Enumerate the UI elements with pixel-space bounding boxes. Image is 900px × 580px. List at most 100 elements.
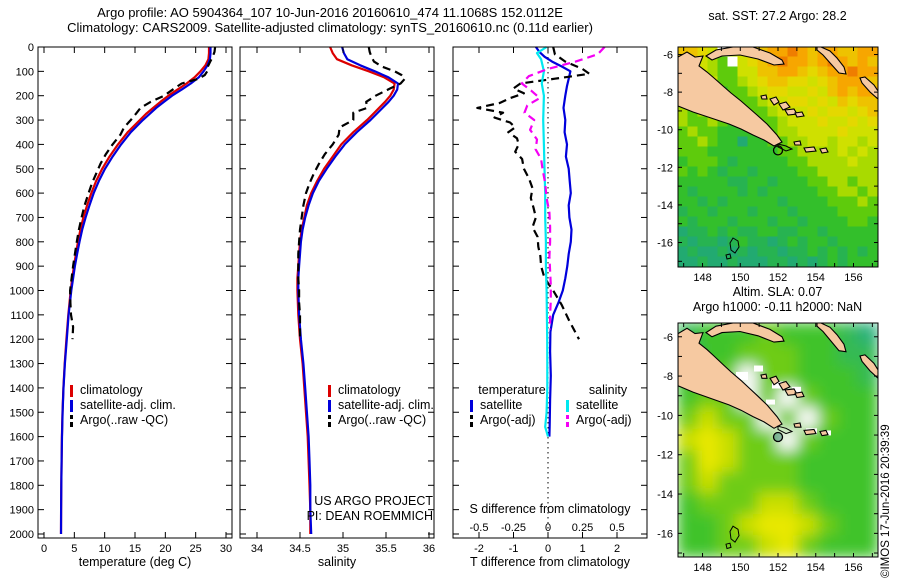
svg-text:1100: 1100 bbox=[10, 310, 34, 322]
svg-text:1: 1 bbox=[579, 543, 585, 555]
difference-legend-salinity: salinity satellite Argo(-adj) bbox=[566, 383, 658, 428]
svg-text:0: 0 bbox=[545, 522, 551, 534]
difference-legend-salinity-header: salinity bbox=[588, 383, 628, 397]
legend-label: satellite-adj. clim. bbox=[338, 398, 434, 412]
svg-text:-6: -6 bbox=[663, 50, 673, 62]
annotation-pi: PI: DEAN ROEMMICH bbox=[306, 509, 433, 523]
salinity-panel-legend: climatology satellite-adj. clim. Argo(..ra… bbox=[328, 383, 434, 428]
legend-color-tick bbox=[70, 384, 73, 397]
svg-text:2: 2 bbox=[614, 543, 620, 555]
svg-text:2000: 2000 bbox=[10, 529, 34, 541]
s-difference-axis-label: S difference from climatology bbox=[469, 502, 631, 516]
sla-map-title-line2: Argo h1000: -0.11 h2000: NaN bbox=[692, 300, 863, 314]
svg-text:1300: 1300 bbox=[10, 359, 34, 371]
svg-text:0: 0 bbox=[545, 543, 551, 555]
svg-text:152: 152 bbox=[769, 562, 787, 574]
svg-text:-14: -14 bbox=[657, 200, 673, 212]
annotation-project: US ARGO PROJECT bbox=[314, 494, 433, 508]
svg-text:1000: 1000 bbox=[10, 286, 34, 298]
svg-text:10: 10 bbox=[99, 543, 111, 555]
svg-text:0: 0 bbox=[41, 543, 47, 555]
legend-label: climatology bbox=[80, 383, 143, 397]
legend-color-tick bbox=[328, 414, 331, 427]
legend-color-tick bbox=[566, 399, 569, 412]
t-difference-axis-label: T difference from climatology bbox=[469, 555, 631, 569]
legend-color-tick bbox=[470, 414, 473, 427]
legend-label: climatology bbox=[338, 383, 401, 397]
svg-text:148: 148 bbox=[693, 272, 711, 284]
svg-text:-2: -2 bbox=[474, 543, 484, 555]
svg-text:1400: 1400 bbox=[10, 383, 34, 395]
svg-text:-1: -1 bbox=[509, 543, 519, 555]
svg-text:1800: 1800 bbox=[10, 480, 34, 492]
legend-color-tick bbox=[328, 399, 331, 412]
svg-text:900: 900 bbox=[16, 261, 34, 273]
svg-text:-14: -14 bbox=[657, 489, 673, 501]
svg-text:156: 156 bbox=[844, 272, 862, 284]
svg-text:5: 5 bbox=[71, 543, 77, 555]
svg-text:156: 156 bbox=[844, 562, 862, 574]
legend-label: satellite bbox=[576, 398, 619, 412]
svg-text:34.5: 34.5 bbox=[289, 543, 310, 555]
svg-text:-0.5: -0.5 bbox=[470, 522, 489, 534]
svg-text:150: 150 bbox=[731, 272, 749, 284]
svg-text:154: 154 bbox=[807, 562, 825, 574]
svg-text:1200: 1200 bbox=[10, 334, 34, 346]
legend-label: satellite bbox=[480, 398, 523, 412]
svg-text:200: 200 bbox=[16, 91, 34, 103]
svg-text:500: 500 bbox=[16, 164, 34, 176]
figure-title-line2: Climatology: CARS2009. Satellite-adjuste… bbox=[67, 20, 593, 35]
svg-text:-12: -12 bbox=[657, 162, 673, 174]
svg-text:1700: 1700 bbox=[10, 456, 34, 468]
svg-text:-8: -8 bbox=[663, 371, 673, 383]
svg-text:25: 25 bbox=[190, 543, 202, 555]
svg-text:20: 20 bbox=[159, 543, 171, 555]
svg-text:-16: -16 bbox=[657, 528, 673, 540]
svg-text:1500: 1500 bbox=[10, 407, 34, 419]
difference-legend-temperature-header: temperature bbox=[478, 383, 546, 397]
legend-color-tick bbox=[70, 414, 73, 427]
salinity-axis-label: salinity bbox=[317, 555, 357, 569]
figure-title-line1: Argo profile: AO 5904364_107 10-Jun-2016… bbox=[97, 5, 563, 20]
svg-text:800: 800 bbox=[16, 237, 34, 249]
legend-label: Argo(-adj) bbox=[576, 413, 632, 427]
svg-text:0.5: 0.5 bbox=[609, 522, 624, 534]
legend-label: Argo(..raw -QC) bbox=[338, 413, 427, 427]
svg-text:30: 30 bbox=[220, 543, 232, 555]
svg-text:-12: -12 bbox=[657, 450, 673, 462]
svg-text:150: 150 bbox=[731, 562, 749, 574]
temperature-panel-legend: climatology satellite-adj. clim. Argo(..ra… bbox=[70, 383, 176, 428]
svg-text:1900: 1900 bbox=[10, 505, 34, 517]
difference-legend-temperature: temperature satellite Argo(-adj) bbox=[470, 383, 562, 428]
svg-text:600: 600 bbox=[16, 188, 34, 200]
svg-text:100: 100 bbox=[16, 66, 34, 78]
svg-text:-16: -16 bbox=[657, 238, 673, 250]
svg-text:-0.25: -0.25 bbox=[501, 522, 526, 534]
legend-color-tick bbox=[566, 414, 569, 427]
legend-color-tick bbox=[328, 384, 331, 397]
legend-color-tick bbox=[470, 399, 473, 412]
sst-map-title: sat. SST: 27.2 Argo: 28.2 bbox=[708, 9, 847, 23]
svg-text:-8: -8 bbox=[663, 87, 673, 99]
imos-copyright: ©IMOS 17-Jun-2016 20:39:39 bbox=[880, 424, 892, 578]
svg-text:700: 700 bbox=[16, 212, 34, 224]
svg-text:300: 300 bbox=[16, 115, 34, 127]
svg-text:1600: 1600 bbox=[10, 432, 34, 444]
temperature-axis-label: temperature (deg C) bbox=[78, 555, 192, 569]
svg-text:-6: -6 bbox=[663, 332, 673, 344]
legend-color-tick bbox=[70, 399, 73, 412]
svg-text:148: 148 bbox=[693, 562, 711, 574]
svg-text:35: 35 bbox=[337, 543, 349, 555]
legend-label: Argo(..raw -QC) bbox=[80, 413, 169, 427]
svg-text:34: 34 bbox=[251, 543, 263, 555]
svg-text:0: 0 bbox=[28, 42, 34, 54]
svg-text:0.25: 0.25 bbox=[572, 522, 593, 534]
legend-label: Argo(-adj) bbox=[480, 413, 536, 427]
svg-text:35.5: 35.5 bbox=[375, 543, 396, 555]
svg-text:-10: -10 bbox=[657, 125, 673, 137]
legend-label: satellite-adj. clim. bbox=[80, 398, 176, 412]
svg-text:15: 15 bbox=[129, 543, 141, 555]
sla-map-title-line1: Altim. SLA: 0.07 bbox=[732, 285, 823, 299]
